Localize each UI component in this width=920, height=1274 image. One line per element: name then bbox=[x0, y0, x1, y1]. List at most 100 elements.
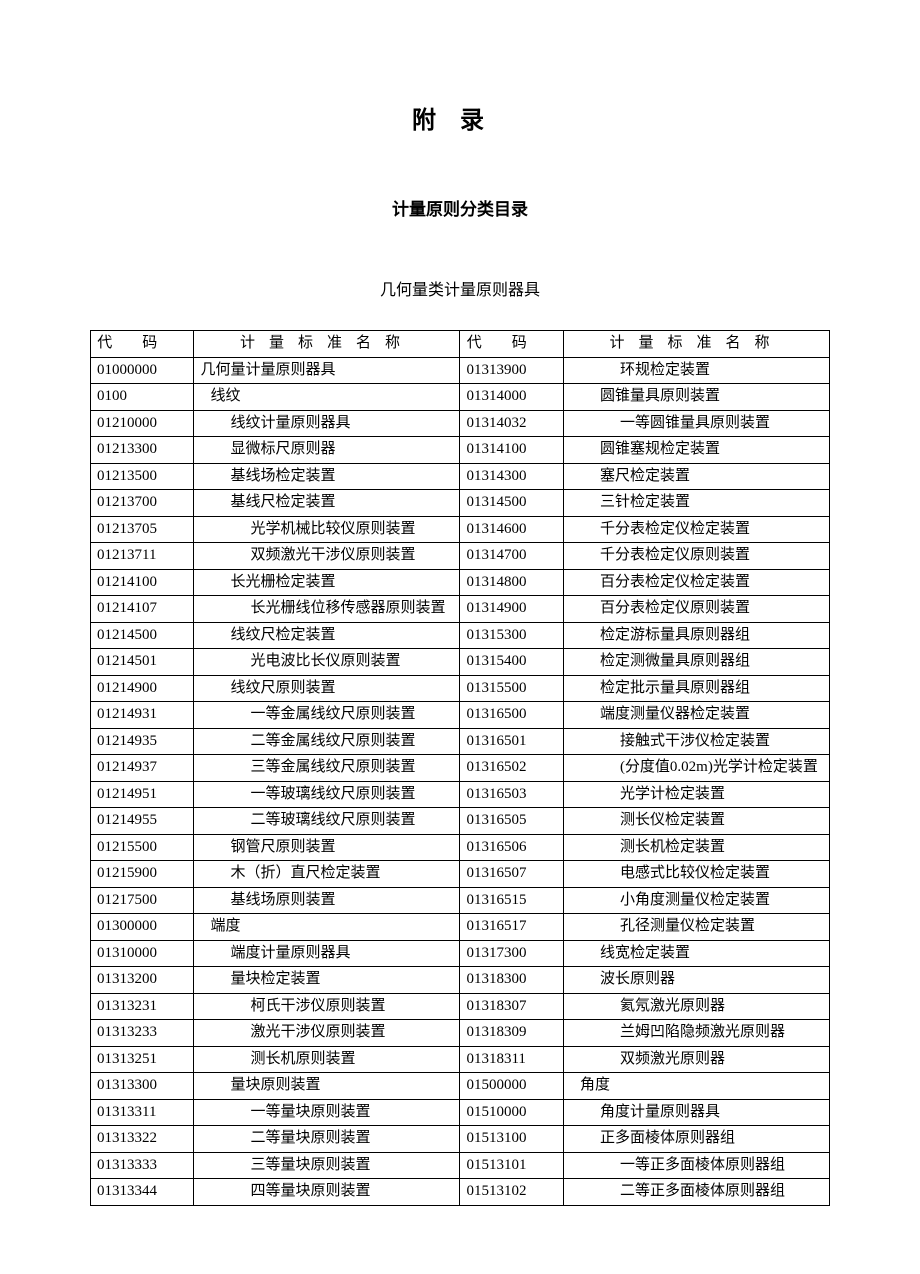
name-cell: 量块检定装置 bbox=[194, 967, 460, 994]
name-cell: 一等量块原则装置 bbox=[194, 1099, 460, 1126]
code-cell: 01300000 bbox=[91, 914, 194, 941]
name-cell: 一等正多面棱体原则器组 bbox=[563, 1152, 829, 1179]
name-cell: 端度计量原则器具 bbox=[194, 940, 460, 967]
code-cell: 0100 bbox=[91, 384, 194, 411]
name-cell: 测长机原则装置 bbox=[194, 1046, 460, 1073]
name-cell: 圆锥塞规检定装置 bbox=[563, 437, 829, 464]
code-cell: 01214955 bbox=[91, 808, 194, 835]
code-cell: 01316507 bbox=[460, 861, 563, 888]
code-cell: 01210000 bbox=[91, 410, 194, 437]
name-cell: 三针检定装置 bbox=[563, 490, 829, 517]
name-cell: 二等玻璃线纹尺原则装置 bbox=[194, 808, 460, 835]
code-cell: 01317300 bbox=[460, 940, 563, 967]
table-row: 01214107长光栅线位移传感器原则装置01314900百分表检定仪原则装置 bbox=[91, 596, 830, 623]
code-cell: 01214501 bbox=[91, 649, 194, 676]
table-row: 01213500基线场检定装置01314300塞尺检定装置 bbox=[91, 463, 830, 490]
code-cell: 01313322 bbox=[91, 1126, 194, 1153]
name-cell: 端度测量仪器检定装置 bbox=[563, 702, 829, 729]
name-cell: 光学计检定装置 bbox=[563, 781, 829, 808]
table-row: 01214900线纹尺原则装置01315500检定批示量具原则器组 bbox=[91, 675, 830, 702]
table-row: 01313233激光干涉仪原则装置01318309兰姆凹陷隐频激光原则器 bbox=[91, 1020, 830, 1047]
code-cell: 01213700 bbox=[91, 490, 194, 517]
name-cell: 双频激光干涉仪原则装置 bbox=[194, 543, 460, 570]
table-row: 01000000几何量计量原则器具01313900环规检定装置 bbox=[91, 357, 830, 384]
name-cell: 氦氖激光原则器 bbox=[563, 993, 829, 1020]
name-cell: 塞尺检定装置 bbox=[563, 463, 829, 490]
name-cell: 端度 bbox=[194, 914, 460, 941]
table-row: 01214937三等金属线纹尺原则装置01316502(分度值0.02m)光学计… bbox=[91, 755, 830, 782]
table-row: 01313300量块原则装置01500000角度 bbox=[91, 1073, 830, 1100]
code-cell: 01314900 bbox=[460, 596, 563, 623]
name-cell: 量块原则装置 bbox=[194, 1073, 460, 1100]
code-cell: 01500000 bbox=[460, 1073, 563, 1100]
table-row: 01313344四等量块原则装置01513102二等正多面棱体原则器组 bbox=[91, 1179, 830, 1206]
code-cell: 01318311 bbox=[460, 1046, 563, 1073]
table-row: 01214501光电波比长仪原则装置01315400检定测微量具原则器组 bbox=[91, 649, 830, 676]
code-cell: 01315400 bbox=[460, 649, 563, 676]
header-name-left: 计量标准名称 bbox=[194, 331, 460, 358]
table-row: 01214931一等金属线纹尺原则装置01316500端度测量仪器检定装置 bbox=[91, 702, 830, 729]
code-cell: 01310000 bbox=[91, 940, 194, 967]
table-row: 01215900木（折）直尺检定装置01316507电感式比较仪检定装置 bbox=[91, 861, 830, 888]
name-cell: 一等玻璃线纹尺原则装置 bbox=[194, 781, 460, 808]
code-cell: 01313300 bbox=[91, 1073, 194, 1100]
name-cell: 检定游标量具原则器组 bbox=[563, 622, 829, 649]
code-cell: 01214900 bbox=[91, 675, 194, 702]
table-row: 01214955二等玻璃线纹尺原则装置01316505测长仪检定装置 bbox=[91, 808, 830, 835]
code-cell: 01316505 bbox=[460, 808, 563, 835]
table-row: 0100线纹01314000圆锥量具原则装置 bbox=[91, 384, 830, 411]
name-cell: 角度 bbox=[563, 1073, 829, 1100]
table-row: 01214935二等金属线纹尺原则装置01316501接触式干涉仪检定装置 bbox=[91, 728, 830, 755]
code-cell: 01314800 bbox=[460, 569, 563, 596]
header-name-right: 计量标准名称 bbox=[563, 331, 829, 358]
code-cell: 01314032 bbox=[460, 410, 563, 437]
name-cell: 二等金属线纹尺原则装置 bbox=[194, 728, 460, 755]
name-cell: 孔径测量仪检定装置 bbox=[563, 914, 829, 941]
name-cell: 圆锥量具原则装置 bbox=[563, 384, 829, 411]
code-cell: 01000000 bbox=[91, 357, 194, 384]
code-cell: 01318300 bbox=[460, 967, 563, 994]
name-cell: 线纹 bbox=[194, 384, 460, 411]
code-cell: 01217500 bbox=[91, 887, 194, 914]
name-cell: (分度值0.02m)光学计检定装置 bbox=[563, 755, 829, 782]
code-cell: 01213300 bbox=[91, 437, 194, 464]
header-code-left: 代码 bbox=[91, 331, 194, 358]
name-cell: 一等圆锥量具原则装置 bbox=[563, 410, 829, 437]
code-cell: 01214935 bbox=[91, 728, 194, 755]
code-cell: 01313344 bbox=[91, 1179, 194, 1206]
name-cell: 百分表检定仪原则装置 bbox=[563, 596, 829, 623]
name-cell: 环规检定装置 bbox=[563, 357, 829, 384]
name-cell: 千分表检定仪原则装置 bbox=[563, 543, 829, 570]
name-cell: 木（折）直尺检定装置 bbox=[194, 861, 460, 888]
table-row: 01313200量块检定装置01318300波长原则器 bbox=[91, 967, 830, 994]
name-cell: 光电波比长仪原则装置 bbox=[194, 649, 460, 676]
table-row: 01213300显微标尺原则器01314100圆锥塞规检定装置 bbox=[91, 437, 830, 464]
name-cell: 四等量块原则装置 bbox=[194, 1179, 460, 1206]
code-cell: 01513101 bbox=[460, 1152, 563, 1179]
name-cell: 钢管尺原则装置 bbox=[194, 834, 460, 861]
code-cell: 01316501 bbox=[460, 728, 563, 755]
code-cell: 01214931 bbox=[91, 702, 194, 729]
table-row: 01213700基线尺检定装置01314500三针检定装置 bbox=[91, 490, 830, 517]
name-cell: 小角度测量仪检定装置 bbox=[563, 887, 829, 914]
code-cell: 01214951 bbox=[91, 781, 194, 808]
name-cell: 柯氏干涉仪原则装置 bbox=[194, 993, 460, 1020]
name-cell: 三等金属线纹尺原则装置 bbox=[194, 755, 460, 782]
name-cell: 基线尺检定装置 bbox=[194, 490, 460, 517]
code-cell: 01313251 bbox=[91, 1046, 194, 1073]
code-cell: 01314300 bbox=[460, 463, 563, 490]
code-cell: 01213705 bbox=[91, 516, 194, 543]
table-row: 01313322二等量块原则装置01513100正多面棱体原则器组 bbox=[91, 1126, 830, 1153]
table-row: 01300000端度01316517孔径测量仪检定装置 bbox=[91, 914, 830, 941]
code-cell: 01313900 bbox=[460, 357, 563, 384]
name-cell: 测长仪检定装置 bbox=[563, 808, 829, 835]
name-cell: 角度计量原则器具 bbox=[563, 1099, 829, 1126]
code-cell: 01316500 bbox=[460, 702, 563, 729]
name-cell: 一等金属线纹尺原则装置 bbox=[194, 702, 460, 729]
name-cell: 长光栅检定装置 bbox=[194, 569, 460, 596]
code-cell: 01316503 bbox=[460, 781, 563, 808]
table-row: 01313333三等量块原则装置01513101一等正多面棱体原则器组 bbox=[91, 1152, 830, 1179]
page-title: 附录 bbox=[90, 100, 830, 135]
section-title: 几何量类计量原则器具 bbox=[90, 276, 830, 300]
name-cell: 线纹尺检定装置 bbox=[194, 622, 460, 649]
